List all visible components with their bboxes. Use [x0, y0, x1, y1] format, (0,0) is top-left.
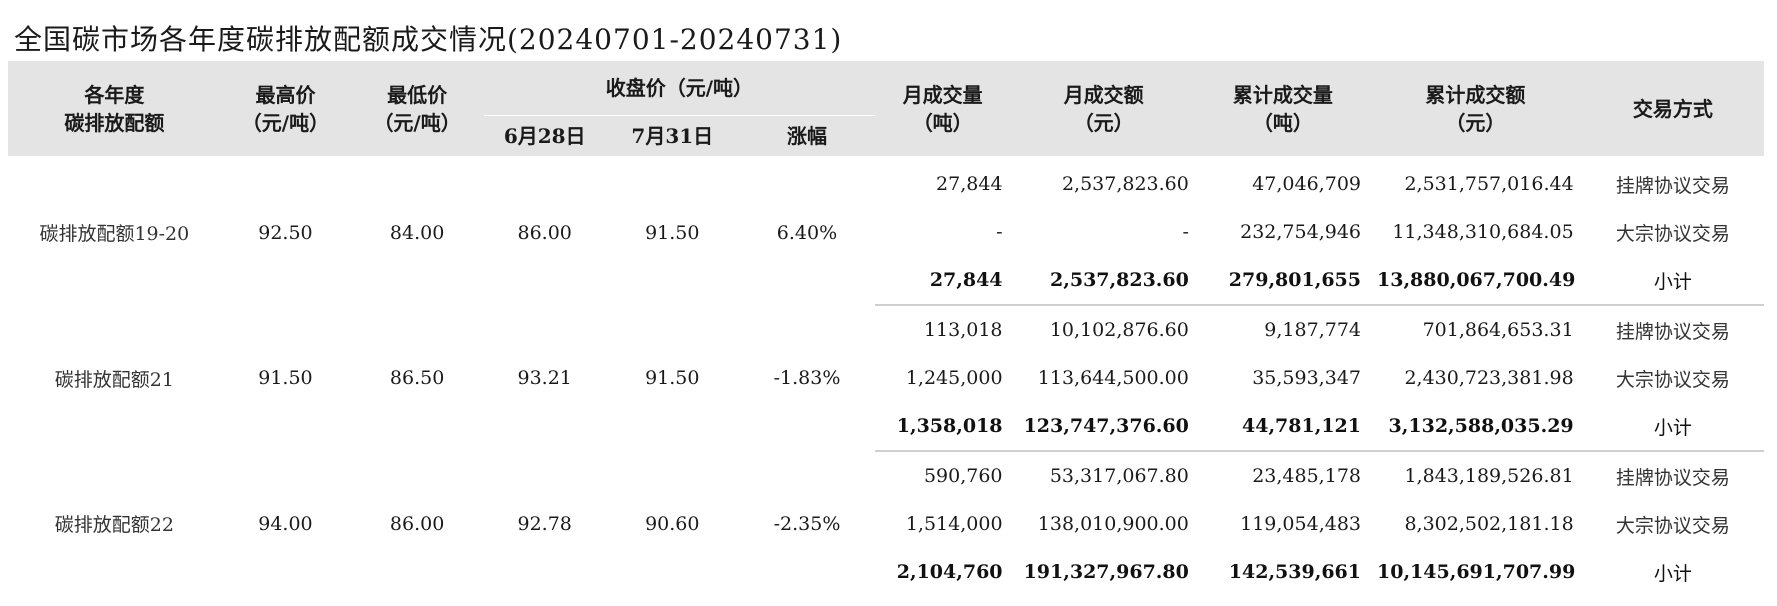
change: -1.83%: [773, 367, 841, 389]
trade-type: 挂牌协议交易: [1615, 320, 1730, 343]
month-amount: 2,537,823.60: [1010, 256, 1197, 306]
table-row: 碳排放配额22 94.00 86.00 92.78 90.60 -2.35% 5…: [8, 451, 1764, 536]
month-amount: 113,644,500.00: [1037, 367, 1189, 389]
month-volume: 2,104,760: [896, 561, 1003, 583]
trade-type: 小计: [1581, 256, 1764, 306]
trade-type: 挂牌协议交易: [1615, 466, 1730, 489]
subtotal-row: 2,104,760 191,327,967.80 142,539,661 10,…: [8, 548, 1764, 596]
trade-type: 大宗协议交易: [1615, 514, 1730, 537]
cum-volume: 9,187,774: [1264, 319, 1361, 341]
cum-volume: 44,781,121: [1196, 402, 1369, 452]
header-change: 涨幅: [739, 115, 875, 156]
low-price: 86.50: [389, 367, 445, 389]
month-volume: 1,245,000: [905, 367, 1003, 389]
cum-amount: 8,302,502,181.18: [1404, 513, 1574, 535]
cum-amount: 2,430,723,381.98: [1404, 367, 1574, 389]
header-month-amount: 月成交额 （元）: [1010, 61, 1197, 156]
header-close-price: 收盘价（元/吨）: [483, 61, 875, 116]
cum-volume: 142,539,661: [1228, 561, 1361, 583]
page-title: 全国碳市场各年度碳排放配额成交情况(20240701-20240731): [14, 23, 843, 56]
month-volume: 27,844: [874, 256, 1011, 306]
close-jun: 86.00: [517, 221, 572, 244]
month-amount: 10,102,876.60: [1049, 319, 1189, 341]
month-amount: 123,747,376.60: [1010, 402, 1197, 452]
month-amount: -: [1182, 221, 1189, 243]
month-volume: 1,514,000: [905, 513, 1003, 535]
cum-amount: 3,132,588,035.29: [1369, 402, 1582, 452]
table-header: 各年度 碳排放配额 最高价 （元/吨） 最低价 （元/吨） 收盘价（元/吨） 月…: [8, 61, 1764, 156]
cum-volume: 23,485,178: [1252, 465, 1361, 487]
trade-type: 小计: [1581, 402, 1764, 452]
table-row: 1,245,000 113,644,500.00 35,593,347 2,43…: [8, 354, 1764, 402]
header-trade-type: 交易方式: [1581, 61, 1764, 156]
header-close-jul: 7月31日: [605, 115, 740, 156]
high-price: 94.00: [258, 512, 313, 535]
header-high-price: 最高价 （元/吨）: [220, 61, 351, 156]
quota-name: 碳排放配额21: [54, 368, 174, 391]
close-jul: 91.50: [645, 221, 700, 244]
change: -2.35%: [773, 512, 841, 535]
cum-volume: 232,754,946: [1240, 221, 1361, 243]
month-volume: 27,844: [936, 173, 1003, 195]
cum-amount: 1,843,189,526.81: [1404, 465, 1574, 487]
close-jun: 93.21: [517, 367, 572, 389]
cum-volume: 119,054,483: [1240, 513, 1361, 535]
change: 6.40%: [776, 221, 838, 244]
cum-volume: 35,593,347: [1252, 367, 1361, 389]
header-cum-volume: 累计成交量 （吨）: [1196, 61, 1369, 156]
subtotal-row: 27,844 2,537,823.60 279,801,655 13,880,0…: [8, 256, 1764, 306]
trade-type: 挂牌协议交易: [1615, 174, 1730, 197]
month-volume: -: [996, 221, 1003, 243]
close-jul: 90.60: [645, 512, 700, 535]
carbon-quota-table: 各年度 碳排放配额 最高价 （元/吨） 最低价 （元/吨） 收盘价（元/吨） 月…: [8, 61, 1764, 596]
month-amount: 2,537,823.60: [1061, 173, 1189, 195]
close-jul: 91.50: [645, 367, 700, 389]
quota-name: 碳排放配额22: [54, 514, 174, 536]
trade-type: 小计: [1653, 562, 1692, 585]
trade-type: 大宗协议交易: [1615, 222, 1730, 245]
cum-volume: 279,801,655: [1196, 256, 1369, 306]
month-amount: 138,010,900.00: [1037, 513, 1189, 535]
month-amount: 191,327,967.80: [1023, 561, 1189, 583]
high-price: 91.50: [258, 367, 313, 389]
high-price: 92.50: [258, 221, 313, 244]
month-volume: 113,018: [923, 319, 1003, 341]
cum-amount: 13,880,067,700.49: [1369, 256, 1582, 306]
table-row: - - 232,754,946 11,348,310,684.05 大宗协议交易: [8, 208, 1764, 256]
low-price: 86.00: [389, 512, 445, 535]
cum-amount: 10,145,691,707.99: [1377, 561, 1576, 583]
low-price: 84.00: [389, 221, 445, 244]
cum-amount: 701,864,653.31: [1422, 319, 1574, 341]
table-body: 碳排放配额19-20 92.50 84.00 86.00 91.50 6.40%…: [8, 156, 1764, 596]
header-low-price: 最低价 （元/吨）: [350, 61, 484, 156]
quota-name: 碳排放配额19-20: [39, 223, 190, 245]
close-jun: 92.78: [517, 512, 572, 535]
cum-amount: 11,348,310,684.05: [1392, 221, 1574, 243]
table-row: 碳排放配额21 91.50 86.50 93.21 91.50 -1.83% 1…: [8, 305, 1764, 391]
table-row: 碳排放配额19-20 92.50 84.00 86.00 91.50 6.40%…: [8, 156, 1764, 245]
subtotal-row: 1,358,018 123,747,376.60 44,781,121 3,13…: [8, 402, 1764, 452]
trade-type: 大宗协议交易: [1615, 368, 1730, 391]
header-cum-amount: 累计成交额 （元）: [1369, 61, 1582, 156]
month-amount: 53,317,067.80: [1049, 465, 1189, 487]
header-month-volume: 月成交量 （吨）: [874, 61, 1011, 156]
cum-amount: 2,531,757,016.44: [1404, 173, 1574, 195]
month-volume: 590,760: [923, 465, 1003, 487]
header-close-jun: 6月28日: [483, 115, 606, 156]
cum-volume: 47,046,709: [1252, 173, 1361, 195]
month-volume: 1,358,018: [874, 402, 1011, 452]
table-row: 1,514,000 138,010,900.00 119,054,483 8,3…: [8, 500, 1764, 548]
header-year: 各年度 碳排放配额: [8, 61, 221, 156]
